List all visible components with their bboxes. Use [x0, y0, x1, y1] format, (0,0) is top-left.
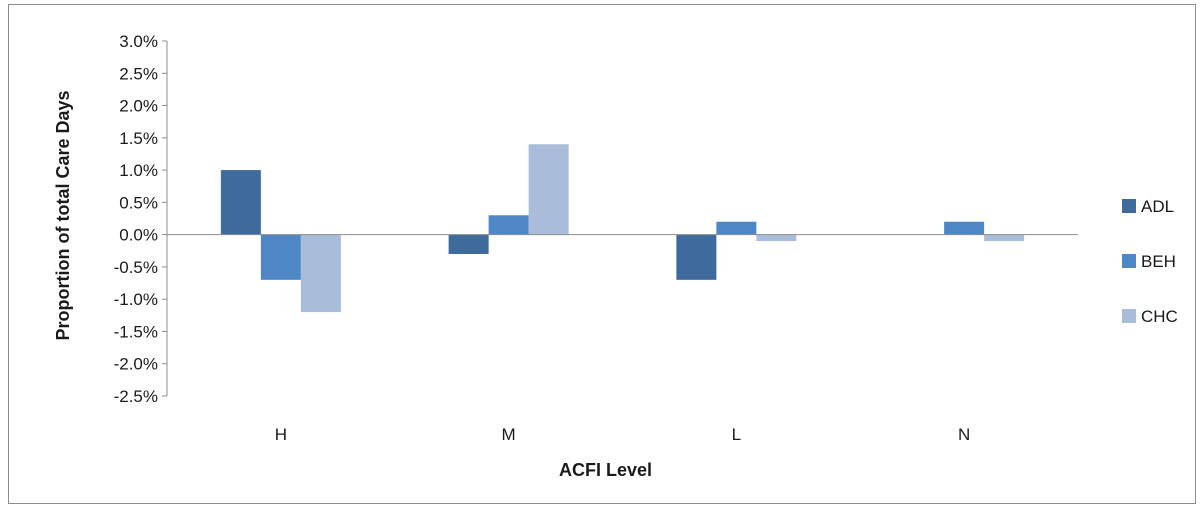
chart-frame	[8, 4, 1196, 504]
x-tick-label: L	[732, 425, 741, 444]
x-tick-label: M	[502, 425, 516, 444]
bar-adl-l	[676, 234, 717, 280]
y-axis-title: Proportion of total Care Days	[53, 90, 73, 340]
y-tick-label: -0.5%	[114, 258, 158, 277]
bar-beh-m	[488, 215, 529, 235]
bars-group	[220, 144, 1025, 313]
legend-swatch-adl	[1122, 199, 1136, 213]
bar-beh-l	[716, 221, 757, 235]
y-tick-label: 1.5%	[119, 129, 158, 148]
bar-adl-m	[448, 234, 489, 254]
x-tick-label: H	[275, 425, 287, 444]
x-tick-label: N	[958, 425, 970, 444]
y-tick-label: -1.5%	[114, 322, 158, 341]
y-tick-label: 2.0%	[119, 97, 158, 116]
x-axis-title: ACFI Level	[559, 460, 652, 480]
y-tick-label: -2.0%	[114, 355, 158, 374]
y-axis-ticks: 3.0% 2.5% 2.0% 1.5% 1.0% 0.5% 0.0% -0.5% -1.0% -1…	[114, 32, 167, 406]
legend-label-chc: CHC	[1141, 307, 1178, 326]
legend-label-beh: BEH	[1141, 252, 1176, 271]
legend-swatch-beh	[1122, 254, 1136, 268]
bar-beh-h	[260, 234, 301, 280]
bar-beh-n	[944, 221, 985, 235]
legend: ADL BEH CHC	[1122, 197, 1178, 326]
legend-swatch-chc	[1122, 309, 1136, 323]
y-tick-label: 2.5%	[119, 64, 158, 83]
y-tick-label: 3.0%	[119, 32, 158, 51]
legend-label-adl: ADL	[1141, 197, 1174, 216]
y-tick-label: -2.5%	[114, 387, 158, 406]
y-tick-label: 0.5%	[119, 193, 158, 212]
bar-chc-m	[528, 144, 569, 235]
bar-chc-l	[756, 234, 797, 242]
y-tick-label: 0.0%	[119, 226, 158, 245]
bar-chc-h	[300, 234, 341, 313]
y-tick-label: -1.0%	[114, 290, 158, 309]
bar-adl-h	[220, 170, 261, 235]
bar-chc-n	[984, 234, 1025, 242]
y-tick-label: 1.0%	[119, 161, 158, 180]
